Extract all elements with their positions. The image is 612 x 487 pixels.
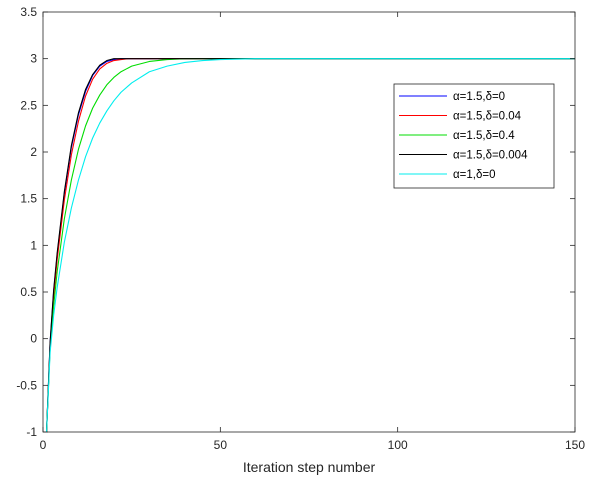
legend-entry-part: =1.5,	[460, 91, 486, 103]
legend-entry: α=1.5,δ=0.4	[453, 130, 515, 142]
legend-entry-part: α	[453, 91, 460, 103]
legend-entry: α=1,δ=0	[453, 169, 496, 181]
legend-entry: α=1.5,δ=0.004	[453, 150, 528, 162]
y-tick-label: 0	[30, 332, 37, 346]
y-tick-label: 1.5	[20, 192, 37, 206]
legend-entry-part: =0.04	[492, 111, 522, 123]
legend-entry-part: =1.5,	[460, 111, 486, 123]
legend-items: α=1.5,δ=0α=1.5,δ=0.04α=1.5,δ=0.4α=1.5,δ=…	[399, 91, 528, 181]
legend-entry-part: α	[453, 169, 460, 181]
legend-entry-part: α	[453, 150, 460, 162]
legend-entry-part: =1,	[460, 169, 476, 181]
ticks-layer: 0 50 100 150 -1 -0.5 0 0.5 1 1.5 2 2.5 3 3.5	[16, 5, 585, 452]
axes-box	[42, 11, 576, 433]
plot-area	[43, 12, 575, 432]
legend-entry-part: =0	[482, 169, 495, 181]
y-tick-label: 3.5	[20, 5, 37, 19]
y-tick-label: -1	[26, 425, 37, 439]
x-tick-label: 50	[214, 438, 228, 452]
y-tick-label: 2	[30, 145, 37, 159]
y-tick-label: 3	[30, 52, 37, 66]
x-tick-label: 100	[388, 438, 408, 452]
x-axis-label: Iteration step number	[243, 459, 376, 475]
x-tick-label: 150	[565, 438, 585, 452]
legend-entry: α=1.5,δ=0	[453, 91, 505, 103]
y-tick-label: 2.5	[20, 98, 37, 112]
legend-entry-part: =0	[492, 91, 505, 103]
legend-entry-part: =1.5,	[460, 130, 486, 142]
legend: α=1.5,δ=0α=1.5,δ=0.04α=1.5,δ=0.4α=1.5,δ=…	[393, 83, 555, 189]
legend-entry-part: α	[453, 111, 460, 123]
y-tick-label: 0.5	[20, 285, 37, 299]
y-tick-label: -0.5	[16, 378, 37, 392]
series-line-4	[46, 58, 575, 433]
legend-entry-part: =0.4	[492, 130, 515, 142]
legend-box	[393, 83, 555, 189]
legend-entry-part: α	[453, 130, 460, 142]
legend-entry-part: δ	[486, 130, 492, 142]
legend-entry-part: δ	[486, 111, 492, 123]
series-line-3	[46, 58, 575, 433]
legend-entry-part: δ	[486, 91, 492, 103]
legend-entry-part: δ	[476, 169, 482, 181]
series-layer	[46, 58, 575, 433]
legend-entry-part: =1.5,	[460, 150, 486, 162]
legend-entry-part: =0.004	[492, 150, 528, 162]
x-tick-label: 0	[40, 438, 47, 452]
legend-entry: α=1.5,δ=0.04	[453, 111, 522, 123]
legend-entry-part: δ	[486, 150, 492, 162]
y-tick-label: 1	[30, 238, 37, 252]
